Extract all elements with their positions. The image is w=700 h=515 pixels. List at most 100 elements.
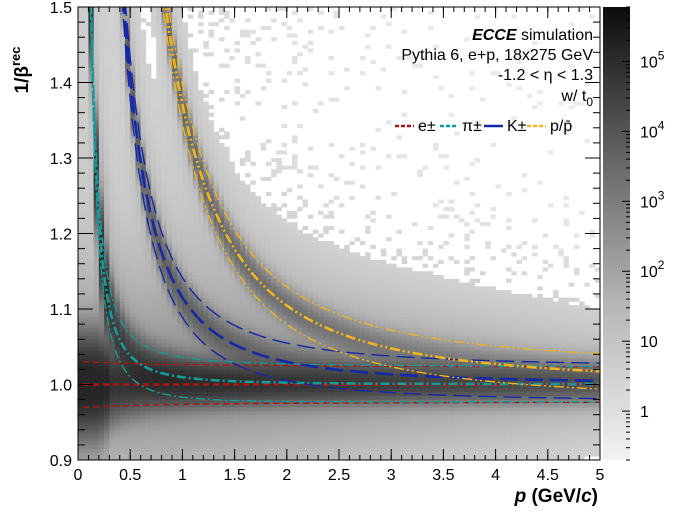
heatmap-cell <box>208 142 215 147</box>
heatmap-cell <box>260 452 267 457</box>
heatmap-cell <box>286 369 293 374</box>
heatmap-cell <box>239 422 246 427</box>
heatmap-cell <box>323 290 329 295</box>
heatmap-cell <box>224 422 230 427</box>
heatmap-cell <box>218 241 225 246</box>
heatmap-cell <box>145 335 152 340</box>
heatmap-cell <box>151 282 157 287</box>
heatmap-cell <box>224 278 230 283</box>
heatmap-cell <box>104 7 110 12</box>
heatmap-cell <box>151 384 157 389</box>
heatmap-cell <box>171 112 178 117</box>
heatmap-cell <box>88 93 94 98</box>
heatmap-cell <box>349 305 355 310</box>
heatmap-cell <box>218 392 225 397</box>
heatmap-cell <box>171 263 178 268</box>
heatmap-cell <box>234 392 241 397</box>
heatmap-cell <box>135 188 141 193</box>
heatmap-cell <box>171 384 178 389</box>
heatmap-cell <box>98 14 105 19</box>
heatmap-cell <box>124 218 131 223</box>
heatmap-cell <box>328 437 335 442</box>
heatmap-cell <box>265 320 272 325</box>
heatmap-cell <box>124 18 131 23</box>
heatmap-cell <box>323 346 329 351</box>
heatmap-cell <box>224 154 230 159</box>
heatmap-cell <box>109 176 115 181</box>
heatmap-cell <box>239 222 246 227</box>
heatmap-cell <box>104 139 110 144</box>
heatmap-cell <box>83 365 89 370</box>
heatmap-cell <box>161 422 168 427</box>
heatmap-cell <box>187 456 194 460</box>
heatmap-cell <box>213 301 220 306</box>
heatmap-cell <box>187 7 194 12</box>
heatmap-cell <box>151 82 157 87</box>
heatmap-cell <box>187 350 194 355</box>
heatmap-cell <box>344 384 350 389</box>
heatmap-cell <box>218 293 225 298</box>
heatmap-cell <box>187 433 194 438</box>
heatmap-cell <box>250 354 256 359</box>
heatmap-cell <box>276 444 282 449</box>
heatmap-cell <box>323 422 329 427</box>
heatmap-cell <box>109 452 115 457</box>
heatmap-cell <box>208 369 215 374</box>
heatmap-cell <box>83 59 89 64</box>
heatmap-cell <box>276 290 282 295</box>
heatmap-cell <box>192 297 199 302</box>
heatmap-cell <box>302 418 308 423</box>
heatmap-cell <box>208 207 215 212</box>
heatmap-cell <box>182 293 188 298</box>
heatmap-cell <box>218 18 225 23</box>
heatmap-cell <box>161 22 168 27</box>
heatmap-cell <box>250 429 256 434</box>
heatmap-cell <box>114 339 121 344</box>
heatmap-cell <box>333 10 340 15</box>
heatmap-cell <box>135 316 141 321</box>
heatmap-cell <box>93 373 100 378</box>
heatmap-cell <box>260 214 267 219</box>
heatmap-cell <box>245 444 251 449</box>
heatmap-cell <box>114 324 121 329</box>
heatmap-cell <box>83 237 89 242</box>
heatmap-cell <box>302 441 308 446</box>
heatmap-cell <box>78 63 84 68</box>
heatmap-cell <box>109 59 115 64</box>
heatmap-cell <box>98 78 105 83</box>
heatmap-cell <box>302 327 308 332</box>
heatmap-cell <box>88 407 94 412</box>
heatmap-cell <box>286 271 293 276</box>
heatmap-cell <box>245 282 251 287</box>
heatmap-cell <box>260 441 267 446</box>
heatmap-cell <box>297 429 303 434</box>
heatmap-cell <box>119 135 126 140</box>
heatmap-cell <box>83 275 89 280</box>
heatmap-cell <box>83 335 89 340</box>
heatmap-cell <box>344 392 350 397</box>
heatmap-cell <box>286 282 293 287</box>
heatmap-cell <box>119 74 126 80</box>
heatmap-cell <box>229 358 235 363</box>
heatmap-cell <box>140 316 147 321</box>
heatmap-cell <box>83 373 89 378</box>
heatmap-cell <box>198 146 204 151</box>
heatmap-cell <box>166 392 173 397</box>
heatmap-cell <box>78 327 84 332</box>
heatmap-cell <box>166 225 173 231</box>
heatmap-cell <box>286 214 293 219</box>
heatmap-cell <box>83 74 89 80</box>
heatmap-cell <box>109 222 115 227</box>
heatmap-cell <box>88 214 94 219</box>
heatmap-cell <box>286 259 293 265</box>
heatmap-cell <box>119 108 126 114</box>
heatmap-cell <box>198 180 204 185</box>
heatmap-cell <box>135 414 141 419</box>
heatmap-cell <box>135 112 141 117</box>
heatmap-cell <box>161 150 168 155</box>
heatmap-cell <box>161 275 168 280</box>
heatmap-cell <box>245 184 251 189</box>
heatmap-cell <box>276 256 282 261</box>
heatmap-cell <box>286 388 293 393</box>
heatmap-cell <box>198 14 204 19</box>
